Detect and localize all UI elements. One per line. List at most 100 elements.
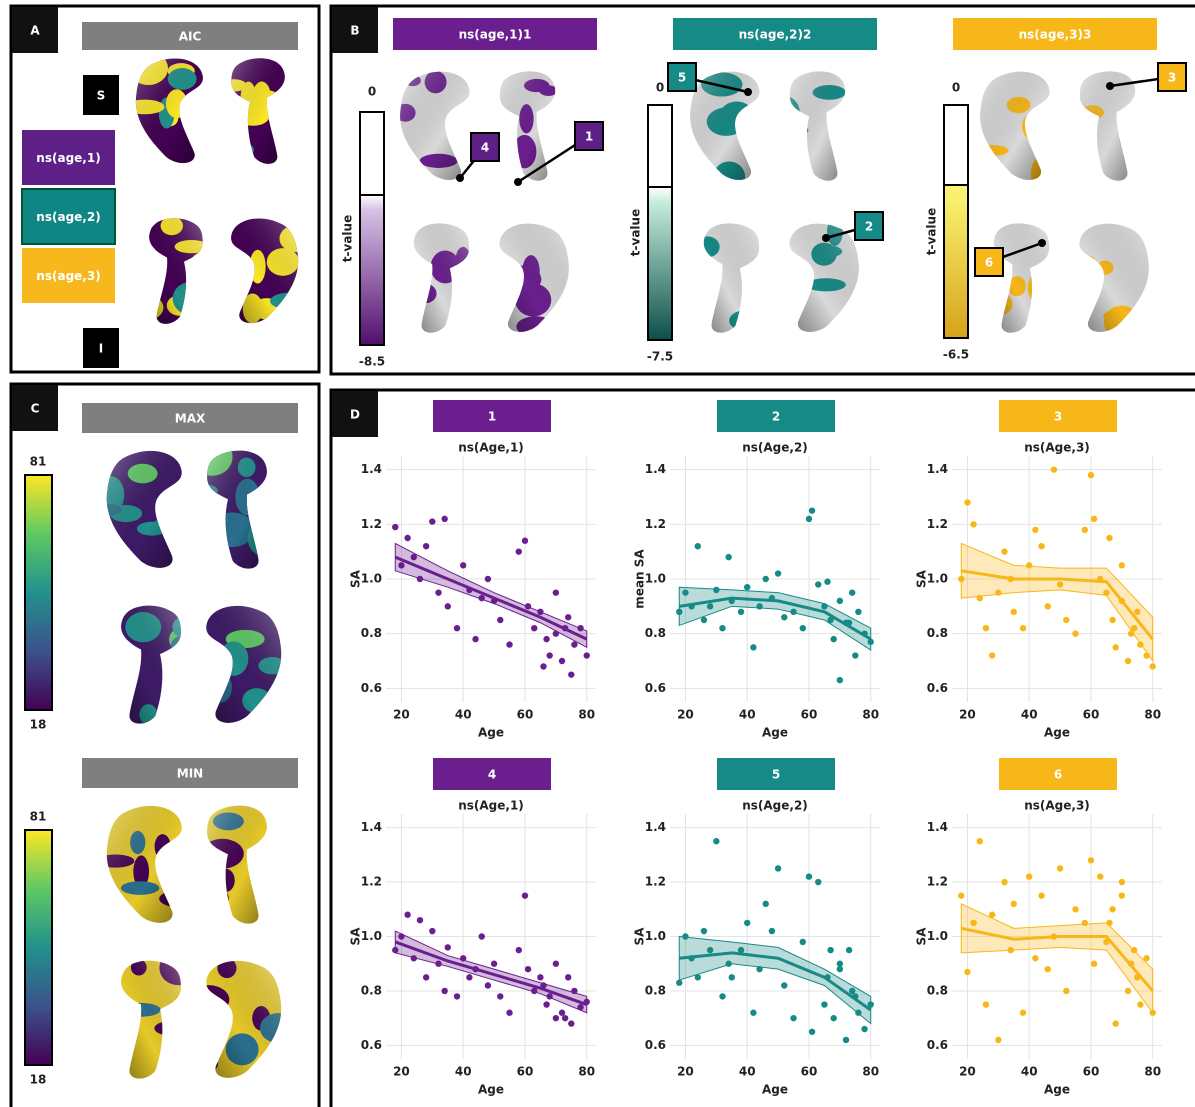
x-tick-label: 80 <box>578 1065 595 1079</box>
data-point <box>441 987 448 995</box>
brain-shade <box>206 605 282 723</box>
y-tick-label: 1.0 <box>361 929 382 943</box>
brain-shade <box>1079 223 1149 332</box>
data-point <box>694 543 701 550</box>
x-tick-label: 40 <box>1021 1065 1038 1079</box>
plot-title: ns(Age,1) <box>458 799 524 813</box>
data-point <box>441 515 448 523</box>
view-label-box <box>83 328 119 368</box>
brain-blob <box>207 909 217 924</box>
brain-shade <box>703 223 760 333</box>
panel-label: A <box>30 24 40 38</box>
y-tick-label: 1.4 <box>927 462 948 476</box>
data-point <box>1072 630 1079 637</box>
view-label: S <box>97 89 106 103</box>
data-point <box>429 518 436 525</box>
confidence-band <box>678 586 872 651</box>
y-tick-label: 1.2 <box>361 875 382 889</box>
x-tick-label: 20 <box>959 1065 976 1079</box>
brain-surface <box>993 223 1050 333</box>
brain-blob <box>1119 125 1136 154</box>
brain-shade <box>231 58 285 164</box>
panel-b-border <box>329 4 1195 376</box>
data-point <box>808 1028 816 1035</box>
brain-blob <box>462 311 470 325</box>
data-point <box>762 900 769 908</box>
x-tick-label: 60 <box>801 1065 818 1079</box>
data-point <box>1038 892 1045 899</box>
brain-shade <box>135 58 203 164</box>
x-axis-label: Age <box>478 726 504 740</box>
callout-box <box>854 211 884 241</box>
data-point <box>1103 589 1110 596</box>
data-point <box>490 960 498 967</box>
data-point <box>568 1020 575 1027</box>
data-point <box>1056 581 1064 588</box>
data-point <box>855 608 862 615</box>
map-header: ns(age,2)2 <box>739 28 812 42</box>
brain-blob <box>993 281 1001 300</box>
map-header-box <box>393 18 597 50</box>
brain-surface <box>207 805 267 924</box>
x-tick-label: 20 <box>677 1065 694 1079</box>
brain-shade <box>106 450 182 568</box>
plot-title: ns(Age,3) <box>1024 441 1090 455</box>
plot-header: 4 <box>488 768 496 782</box>
brain-surface <box>106 450 182 568</box>
confidence-band <box>960 542 1154 663</box>
data-point <box>964 499 971 506</box>
x-axis-label: Age <box>762 1083 788 1097</box>
legend-entry: ns(age,2) <box>36 210 100 224</box>
data-point <box>988 911 996 918</box>
data-point <box>1087 471 1095 479</box>
x-tick-label: 20 <box>393 1065 410 1079</box>
x-tick-label: 80 <box>862 708 879 722</box>
data-point <box>719 625 726 632</box>
data-point <box>422 543 430 550</box>
y-tick-label: 1.4 <box>645 820 666 834</box>
x-tick-label: 60 <box>1083 708 1100 722</box>
colorbar-max: 0 <box>952 81 960 95</box>
brain-shade <box>499 71 556 181</box>
data-point <box>1137 1001 1144 1008</box>
brain-shade <box>690 71 760 180</box>
data-point <box>478 933 485 940</box>
data-point <box>1001 548 1008 555</box>
data-point <box>799 938 806 946</box>
x-tick-label: 40 <box>455 708 472 722</box>
brain-surface <box>207 450 267 569</box>
colorbar <box>359 194 385 346</box>
x-axis-label: Age <box>1044 1083 1070 1097</box>
data-point <box>558 1009 566 1016</box>
y-tick-label: 1.4 <box>361 820 382 834</box>
data-point <box>1010 900 1017 908</box>
data-point <box>700 927 708 935</box>
plot-title: ns(Age,3) <box>1024 799 1090 813</box>
data-point <box>768 927 776 935</box>
brain-blob <box>231 142 254 158</box>
brain-blob <box>206 1056 219 1073</box>
data-point <box>808 507 816 514</box>
colorbar-min: -7.5 <box>647 350 673 364</box>
data-point <box>404 534 411 542</box>
data-point <box>1143 955 1150 962</box>
y-tick-label: 1.4 <box>361 462 382 476</box>
data-point <box>836 597 844 605</box>
data-point <box>546 652 553 659</box>
data-point <box>444 944 451 951</box>
brain-surface <box>703 223 760 333</box>
colorbar-top <box>359 111 385 196</box>
data-point <box>774 865 782 872</box>
y-tick-label: 0.8 <box>927 983 948 997</box>
data-point <box>404 911 411 918</box>
brain-surface <box>121 960 181 1079</box>
data-point <box>970 521 977 528</box>
data-point <box>565 614 572 621</box>
panel-header-box <box>82 758 298 788</box>
data-point <box>543 1001 550 1008</box>
brain-surface <box>231 58 285 164</box>
brain-surface <box>106 805 182 923</box>
callout: 2 <box>865 220 873 234</box>
scale-label: t-value <box>341 215 355 262</box>
data-point <box>531 625 538 632</box>
